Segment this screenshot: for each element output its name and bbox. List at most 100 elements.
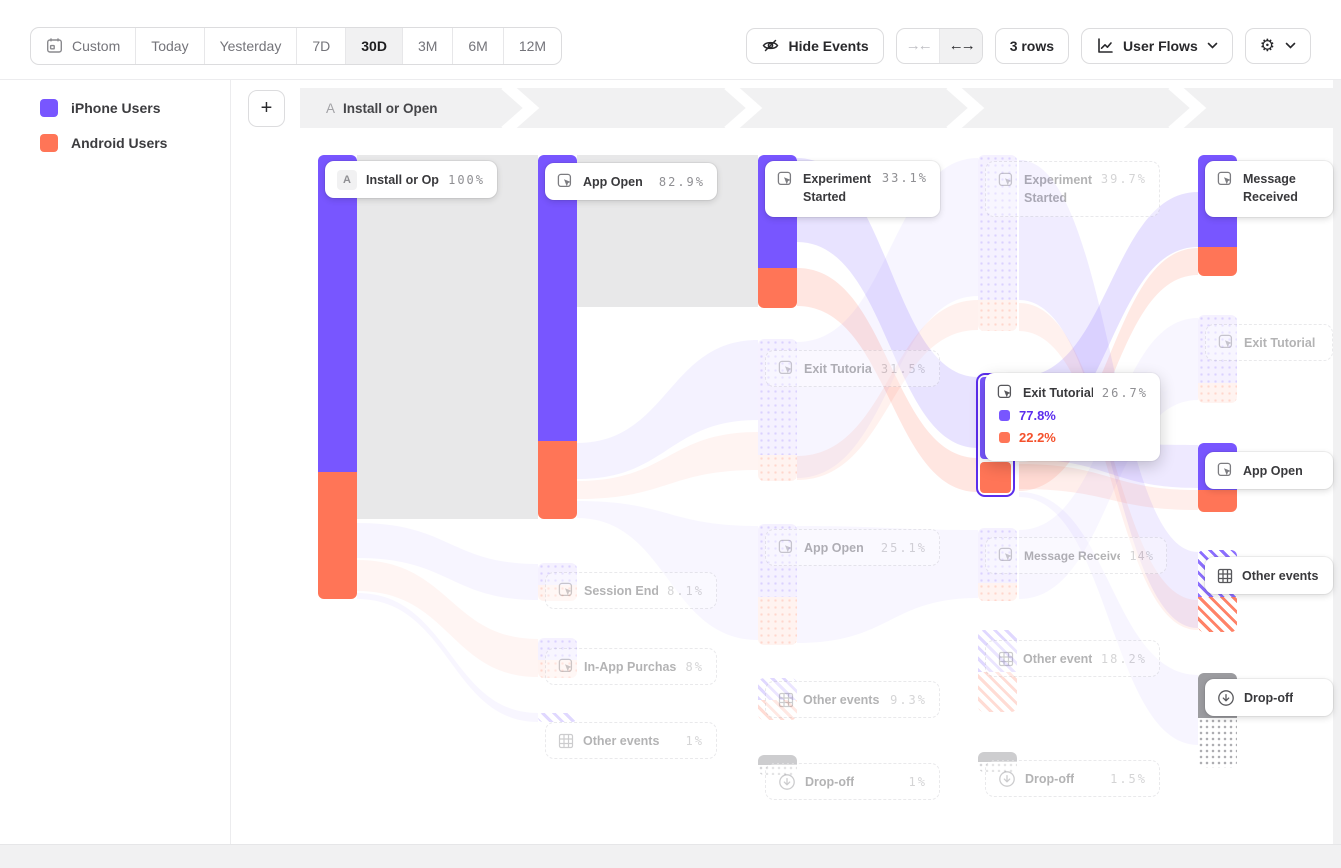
grid-icon	[778, 692, 794, 708]
node-label: App Open	[804, 540, 864, 555]
flow-ribbon	[1019, 303, 1198, 630]
flow-ribbon	[357, 560, 538, 677]
node-label: In-App Purchase	[584, 659, 677, 674]
event-click-icon	[557, 173, 574, 190]
iphone-users-swatch	[40, 99, 58, 117]
node-percent: 9.3%	[890, 692, 927, 707]
vertical-scrollbar[interactable]	[1333, 80, 1341, 845]
flow-node-exit-tutorial-tooltip[interactable]: Exit Tutorial 26.7% 77.8% 22.2%	[985, 373, 1160, 461]
bar-segment-android	[758, 455, 797, 481]
flow-ribbon	[797, 300, 978, 480]
flow-node-other-events-4[interactable]: Other events	[1205, 557, 1333, 594]
flow-node-install-or-open[interactable]: A Install or Open 100%	[325, 161, 497, 198]
breadcrumb-step-label: Install or Open	[343, 100, 438, 116]
drop-off-icon	[778, 773, 796, 791]
flow-node-drop-off-3[interactable]: Drop-off	[1205, 679, 1333, 716]
bar-segment-android	[978, 300, 1017, 331]
flow-bar-exit-tutorial-2[interactable]	[1198, 315, 1237, 403]
flow-bar-app-open-2[interactable]	[758, 524, 797, 645]
top-toolbar: Custom Today Yesterday 7D 30D 3M 6M 12M …	[0, 0, 1341, 80]
date-range-3m[interactable]: 3M	[403, 27, 454, 64]
grid-icon	[558, 733, 574, 749]
flow-node-message-received-2[interactable]: Message Received	[1205, 161, 1333, 217]
rows-button[interactable]: 3 rows	[994, 27, 1070, 64]
horizontal-scrollbar[interactable]	[0, 844, 1341, 868]
flow-node-in-app-purchase[interactable]: In-App Purchase 8%	[545, 648, 717, 685]
flow-bar-other-events-3[interactable]	[978, 630, 1017, 712]
legend-label: Android Users	[71, 135, 168, 151]
event-click-icon	[778, 360, 795, 377]
view-selector-button[interactable]: User Flows	[1081, 27, 1233, 64]
date-range-label: 3M	[417, 37, 438, 54]
bar-segment-iphone	[318, 155, 357, 472]
legend-item-iphone-users[interactable]: iPhone Users	[40, 99, 160, 117]
hide-events-label: Hide Events	[788, 37, 869, 54]
hide-events-button[interactable]: Hide Events	[745, 27, 884, 64]
flow-bar-app-open[interactable]	[538, 155, 577, 519]
grid-icon	[998, 651, 1014, 667]
date-range-30d-selected[interactable]: 30D	[346, 27, 403, 64]
flow-bar-drop-off[interactable]	[758, 755, 797, 775]
flow-node-app-open-2[interactable]: App Open 25.1%	[765, 529, 940, 566]
event-click-icon	[1218, 334, 1235, 351]
date-range-12m[interactable]: 12M	[504, 28, 561, 64]
flows-chart-icon	[1096, 37, 1114, 55]
step-letter-badge: A	[337, 169, 357, 190]
flow-node-app-open[interactable]: App Open 82.9%	[545, 163, 717, 200]
bar-segment-iphone	[758, 524, 797, 597]
node-label: App Open	[1243, 463, 1303, 478]
flow-node-other-events-3[interactable]: Other events 18.2%	[985, 640, 1160, 677]
bar-segment-android	[978, 672, 1017, 712]
flow-node-other-events-2[interactable]: Other events 9.3%	[765, 681, 940, 718]
flow-bar-message-received[interactable]	[978, 528, 1017, 601]
node-label: Drop-off	[805, 774, 855, 789]
node-label: App Open	[583, 174, 643, 189]
bar-segment-iphone	[978, 155, 1017, 300]
bar-segment-iphone	[758, 339, 797, 455]
flow-node-exit-tutorial[interactable]: Exit Tutorial 31.5%	[765, 350, 940, 387]
flow-node-session-end[interactable]: Session End 8.1%	[545, 572, 717, 609]
event-click-icon	[997, 384, 1014, 401]
flow-bar-exit-tutorial[interactable]	[758, 339, 797, 481]
flow-node-drop-off-2[interactable]: Drop-off 1.5%	[985, 760, 1160, 797]
date-range-today[interactable]: Today	[136, 27, 205, 64]
settings-button[interactable]: ⚙	[1244, 27, 1311, 64]
flow-node-message-received[interactable]: Message Received 14%	[985, 537, 1167, 574]
flow-node-other-events[interactable]: Other events 1%	[545, 722, 717, 759]
breadcrumb-step-a: A Install or Open	[326, 88, 438, 128]
node-label: Session End	[584, 583, 659, 598]
flow-node-experiment-started[interactable]: Experiment Started 33.1%	[765, 161, 940, 217]
date-range-yesterday[interactable]: Yesterday	[205, 27, 298, 64]
flow-bar-install-or-open[interactable]	[318, 155, 357, 599]
node-label: Experiment Started	[803, 172, 872, 204]
tooltip-android-row: 22.2%	[997, 430, 1148, 445]
flow-node-exit-tutorial-2[interactable]: Exit Tutorial	[1205, 324, 1333, 361]
node-label: Drop-off	[1025, 771, 1075, 786]
tooltip-iphone-row: 77.8%	[997, 408, 1148, 423]
flow-node-app-open-3[interactable]: App Open	[1205, 452, 1333, 489]
bar-segment-android	[758, 597, 797, 645]
legend-item-android-users[interactable]: Android Users	[40, 134, 167, 152]
event-click-icon	[778, 539, 795, 556]
flow-bar-drop-off-2[interactable]	[978, 752, 1017, 772]
flow-node-experiment-started-2[interactable]: Experiment Started 39.7%	[985, 161, 1160, 217]
plus-icon: +	[260, 97, 273, 119]
date-range-7d[interactable]: 7D	[297, 27, 347, 64]
date-range-group: Custom Today Yesterday 7D 30D 3M 6M 12M	[30, 26, 563, 65]
date-range-custom[interactable]: Custom	[31, 27, 137, 64]
flow-bar-other-events[interactable]	[538, 713, 577, 722]
node-percent: 100%	[448, 172, 485, 187]
rows-label: 3 rows	[1009, 37, 1055, 54]
bar-segment-android	[1198, 490, 1237, 512]
flow-node-drop-off[interactable]: Drop-off 1%	[765, 763, 940, 800]
bar-segment-android	[538, 585, 577, 601]
collapse-columns-button[interactable]: →←	[897, 29, 939, 63]
flow-bar-experiment-started-2[interactable]	[978, 155, 1017, 331]
flow-steps-breadcrumb[interactable]: A Install or Open	[300, 88, 1333, 128]
bar-segment-android	[318, 472, 357, 599]
arrows-outward-icon: ←→	[948, 37, 976, 54]
node-percent: 18.2%	[1100, 651, 1147, 666]
expand-columns-button[interactable]: ←→	[938, 28, 982, 63]
date-range-6m[interactable]: 6M	[453, 27, 504, 64]
add-step-button[interactable]: +	[248, 90, 285, 127]
